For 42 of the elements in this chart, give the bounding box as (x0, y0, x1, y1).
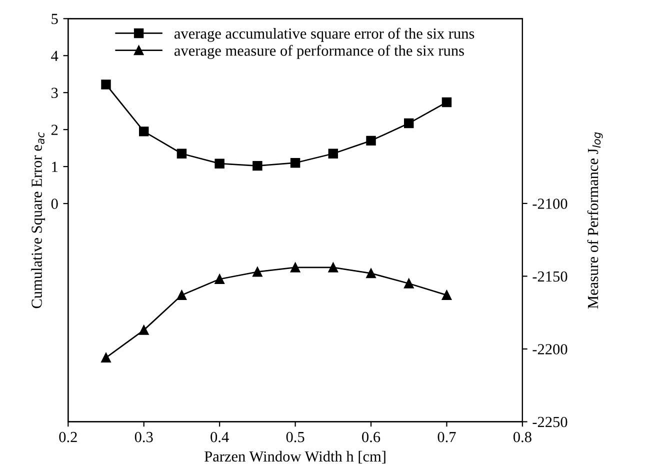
x-tick-label: 0.8 (513, 432, 532, 442)
y2-tick-label: -2200 (532, 344, 568, 354)
point (101, 352, 111, 363)
y-tick-label: 5 (52, 14, 58, 24)
point (366, 136, 376, 146)
legend-label: average accumulative square error of the six runs (174, 28, 474, 42)
point (328, 262, 338, 272)
x-axis-title: Parzen Window Width h [cm] (204, 450, 386, 464)
x-tick-label: 0.2 (59, 432, 77, 442)
point (214, 158, 224, 168)
point (404, 118, 414, 128)
x-tick-label: 0.6 (362, 432, 380, 442)
point (176, 290, 187, 300)
point (101, 80, 111, 90)
x-tick-label: 0.4 (210, 432, 229, 442)
point (366, 268, 376, 278)
y-tick-label: 4 (51, 50, 58, 61)
y-tick-label: 0 (51, 198, 58, 209)
point (214, 274, 224, 284)
x-tick-label: 0.7 (438, 432, 456, 442)
y-axis-title: Cumulative Square Error e$_{ac}$ (31, 132, 46, 308)
legend-label: average measure of performance of the six runs (174, 44, 464, 59)
y-tick-label: 1 (52, 162, 58, 172)
y2-tick-label: -2250 (532, 416, 568, 428)
y2-tick-label: -2150 (532, 271, 568, 282)
point (290, 262, 300, 272)
y-tick-label: 2 (51, 124, 58, 135)
point (404, 278, 414, 288)
point (139, 126, 149, 136)
point (442, 290, 452, 300)
point (252, 160, 262, 171)
x-tick-label: 0.5 (286, 432, 304, 442)
point (442, 97, 452, 108)
point (290, 158, 300, 168)
y-tick-label: 3 (52, 88, 58, 98)
y2-tick-label: -2100 (532, 198, 568, 209)
x-tick-label: 0.3 (134, 432, 153, 442)
point (139, 325, 149, 335)
y2-axis-title: Measure of Performance J$_{log}$ (587, 132, 603, 309)
point (176, 148, 187, 158)
point (252, 266, 262, 277)
point (328, 148, 338, 158)
